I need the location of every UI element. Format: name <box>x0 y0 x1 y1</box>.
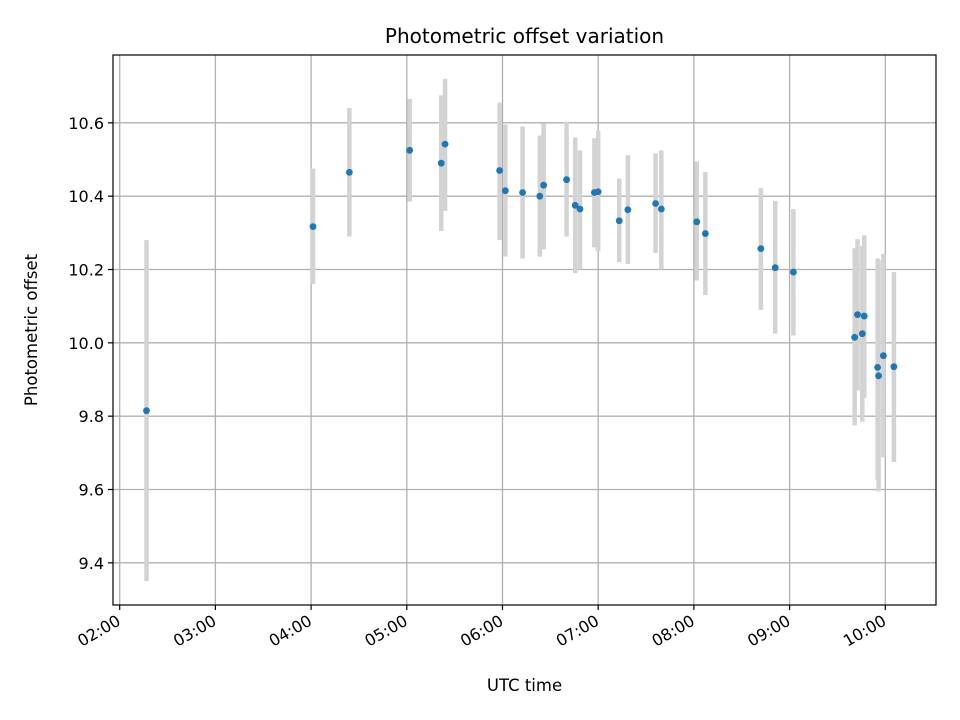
data-point <box>437 159 445 167</box>
data-point <box>540 181 548 189</box>
data-point <box>652 200 660 207</box>
plot-area-frame <box>112 54 937 606</box>
data-point <box>143 407 150 415</box>
data-point <box>860 312 868 320</box>
data-point <box>657 205 665 213</box>
y-tick-label: 10.0 <box>68 334 104 353</box>
data-points <box>143 140 898 415</box>
data-point <box>858 330 866 338</box>
data-point <box>496 167 504 174</box>
data-point <box>519 189 526 196</box>
data-point <box>345 168 353 176</box>
y-axis-label: Photometric offset <box>22 253 41 406</box>
data-point <box>615 217 623 225</box>
data-point <box>693 218 701 226</box>
data-point <box>854 311 861 318</box>
data-point <box>563 176 571 184</box>
data-point <box>879 352 887 360</box>
data-point <box>771 264 779 272</box>
data-point <box>594 188 602 196</box>
data-point <box>441 140 449 148</box>
data-point <box>624 206 632 214</box>
y-axis-ticks: 9.4 9.6 9.8 10.0 10.2 10.4 10.6 <box>68 114 113 573</box>
chart-title: Photometric offset variation <box>385 24 664 48</box>
y-tick-label: 9.6 <box>79 481 104 500</box>
data-point <box>875 372 882 380</box>
y-tick-label: 10.6 <box>68 114 104 133</box>
data-point <box>701 230 709 237</box>
x-axis-label: UTC time <box>487 676 562 695</box>
y-tick-label: 9.4 <box>79 554 104 573</box>
data-point <box>757 245 765 253</box>
y-tick-label: 10.2 <box>68 261 104 280</box>
y-tick-label: 9.8 <box>79 407 104 426</box>
y-tick-label: 10.4 <box>68 187 104 206</box>
data-point <box>890 363 898 371</box>
data-point <box>501 187 509 195</box>
data-point <box>851 333 859 341</box>
data-point <box>790 268 797 276</box>
data-point <box>309 223 317 231</box>
data-point <box>406 146 414 154</box>
data-point <box>576 205 584 213</box>
data-point <box>571 201 579 209</box>
data-point <box>536 192 544 200</box>
data-point <box>874 364 882 371</box>
